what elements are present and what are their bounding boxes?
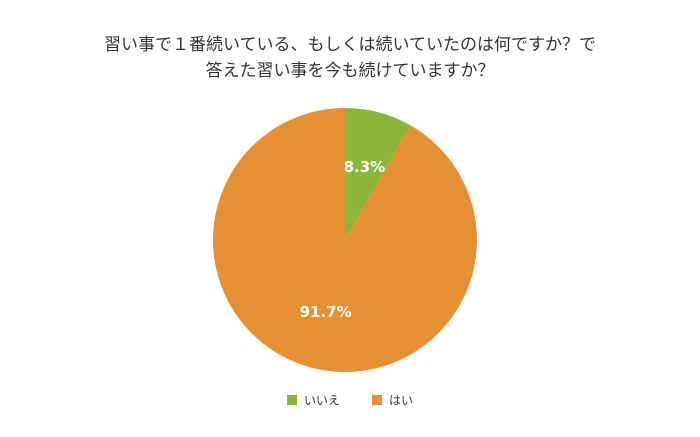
value-label: 91.7% [300,303,352,321]
legend-swatch [372,395,382,405]
chart-title: 習い事で１番続いている、もしくは続いていたのは何ですか？で [104,35,596,55]
pie-slice [213,108,478,372]
legend-label: はい [389,394,413,408]
pie-slice [345,108,411,240]
legend-swatch [287,395,297,405]
chart-title: 答えた習い事を今も続けていますか？ [206,61,495,81]
value-label: 8.3% [344,158,386,176]
legend-label: いいえ [304,394,340,408]
